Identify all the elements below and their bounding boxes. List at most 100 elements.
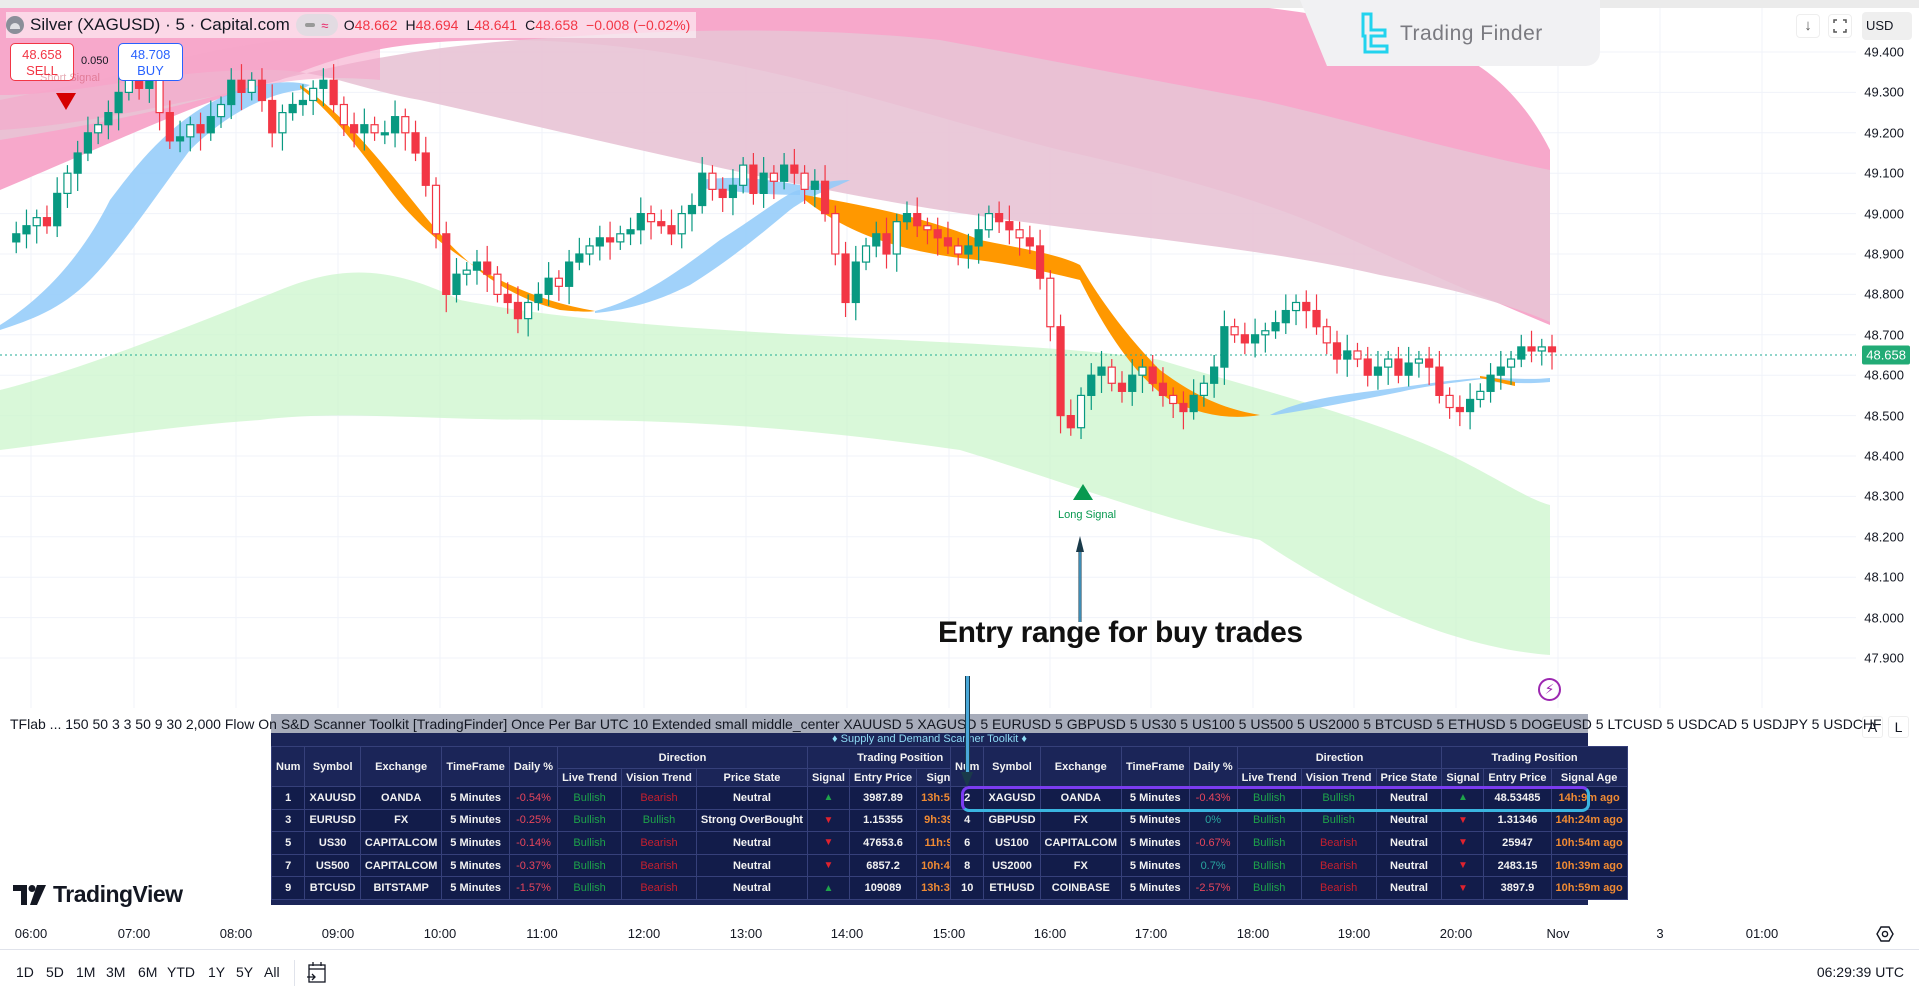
indicator-legend[interactable]: TFlab ... 150 50 3 3 50 9 30 2,000 Flow … xyxy=(10,716,1882,732)
range-button-6m[interactable]: 6M xyxy=(138,964,158,980)
cell-symbol: ETHUSD xyxy=(983,876,1041,900)
price-label: 48.700 xyxy=(1864,327,1904,343)
cell-vision: Bearish xyxy=(621,786,697,810)
cell-age: 10h:54m ago xyxy=(1550,831,1628,855)
cell-exchange: FX xyxy=(359,808,443,833)
cell-state: Neutral xyxy=(1375,786,1443,810)
cell-signal: ▼ xyxy=(1441,808,1485,833)
cell-vision: Bearish xyxy=(1300,876,1377,900)
range-button-1m[interactable]: 1M xyxy=(76,964,96,980)
cell-entry: 47653.6 xyxy=(848,831,918,855)
lightning-icon[interactable]: ⚡ xyxy=(1538,678,1561,701)
scanner-table-right: Num Symbol Exchange TimeFrame Daily % Di… xyxy=(949,746,1628,900)
cell-signal: ▼ xyxy=(806,831,850,855)
time-label: 16:00 xyxy=(1033,926,1067,941)
tradingview-logo[interactable]: TradingView xyxy=(13,881,183,908)
low-value: 48.641 xyxy=(474,17,518,33)
price-axis[interactable]: 49.400 49.300 49.200 49.100 49.000 48.900 48.8… xyxy=(1856,40,1919,738)
high-label: H xyxy=(405,17,416,33)
long-signal-label: Long Signal xyxy=(1058,509,1117,521)
open-value: 48.662 xyxy=(354,17,398,33)
cell-daily: -0.25% xyxy=(508,808,559,833)
indicator-toggle[interactable]: ≈ xyxy=(295,14,338,36)
range-button-5y[interactable]: 5Y xyxy=(236,964,254,980)
sell-price: 48.658 xyxy=(22,47,62,62)
table-row: 4 GBPUSD FX 5 Minutes 0% Bullish Bullish Neutra… xyxy=(949,808,1628,833)
annotation-arrow-line xyxy=(965,676,970,776)
current-price-badge: 48.658 xyxy=(1862,345,1910,365)
cell-symbol: US2000 xyxy=(983,853,1041,878)
cell-num: 9 xyxy=(270,876,306,900)
cell-daily: -1.57% xyxy=(508,876,559,900)
chart-canvas[interactable] xyxy=(0,8,1856,708)
cell-timeframe: 5 Minutes xyxy=(441,786,510,810)
cell-symbol: US30 xyxy=(304,831,361,855)
download-icon[interactable]: ↓ xyxy=(1796,14,1820,38)
col-exchange: Exchange xyxy=(1039,746,1123,787)
cell-timeframe: 5 Minutes xyxy=(441,853,510,878)
range-button-1d[interactable]: 1D xyxy=(16,964,34,980)
toolbar-separator xyxy=(294,960,295,986)
change-value: −0.008 (−0.02%) xyxy=(586,17,691,33)
currency-value: USD xyxy=(1866,18,1894,33)
price-label: 48.800 xyxy=(1864,286,1904,302)
trend-band-bull-3 xyxy=(1270,378,1490,415)
fullscreen-icon[interactable] xyxy=(1828,14,1852,38)
col-trading-position: Trading Position xyxy=(1441,746,1628,769)
cell-entry: 3897.9 xyxy=(1483,876,1552,900)
col-vision-trend: Vision Trend xyxy=(621,768,697,787)
price-label: 48.900 xyxy=(1864,246,1904,262)
col-daily: Daily % xyxy=(508,746,559,787)
cell-exchange: CAPITALCOM xyxy=(359,853,443,878)
cell-signal: ▲ xyxy=(806,786,850,810)
time-axis[interactable]: 06:00 07:00 08:00 09:00 10:00 11:00 12:00 13:00… xyxy=(0,908,1919,950)
time-label: 15:00 xyxy=(932,926,966,941)
trend-band-bull-2 xyxy=(595,180,850,313)
cell-live: Bullish xyxy=(557,786,623,810)
table-row: 7 US500 CAPITALCOM 5 Minutes -0.37% Bullish Be… xyxy=(270,853,994,878)
cell-timeframe: 5 Minutes xyxy=(1121,831,1190,855)
cell-num: 6 xyxy=(949,831,985,855)
time-label: 06:00 xyxy=(14,926,48,941)
range-button-5d[interactable]: 5D xyxy=(46,964,64,980)
time-label: 10:00 xyxy=(423,926,457,941)
calendar-goto-icon[interactable] xyxy=(306,961,328,985)
cell-num: 7 xyxy=(270,853,306,878)
range-button-3m[interactable]: 3M xyxy=(106,964,126,980)
range-button-1y[interactable]: 1Y xyxy=(208,964,226,980)
time-label: 12:00 xyxy=(627,926,661,941)
cell-entry: 1.15355 xyxy=(848,808,918,833)
range-button-ytd[interactable]: YTD xyxy=(167,964,195,980)
cell-symbol: GBPUSD xyxy=(983,808,1041,833)
table-row: 9 BTCUSD BITSTAMP 5 Minutes -1.57% Bullish Bea… xyxy=(270,876,994,900)
trading-finder-badge xyxy=(1300,0,1600,66)
log-scale-button[interactable]: L xyxy=(1888,716,1909,738)
settings-gear-icon[interactable] xyxy=(1876,925,1894,943)
high-value: 48.694 xyxy=(415,17,459,33)
sell-button[interactable]: 48.658 SELL xyxy=(10,43,74,81)
cell-symbol: EURUSD xyxy=(304,808,361,833)
cell-live: Bullish xyxy=(557,853,623,878)
annotation-text: Entry range for buy trades xyxy=(938,616,1303,649)
time-label: 11:00 xyxy=(526,926,558,941)
cell-signal: ▲ xyxy=(1441,786,1485,810)
symbol-legend[interactable]: Silver (XAGUSD) · 5 · Capital.com ≈ O48.… xyxy=(6,12,697,38)
auto-scale-button[interactable]: A xyxy=(1862,716,1883,738)
col-timeframe: TimeFrame xyxy=(1121,746,1190,787)
buy-button[interactable]: 48.708 BUY xyxy=(118,43,183,81)
time-label: 01:00 xyxy=(1745,926,1779,941)
cell-vision: Bearish xyxy=(621,853,697,878)
approx-icon: ≈ xyxy=(321,17,329,33)
range-button-all[interactable]: All xyxy=(264,964,280,980)
cell-entry: 2483.15 xyxy=(1483,853,1552,878)
clock-utc[interactable]: 06:29:39 UTC xyxy=(1816,964,1904,980)
buy-price: 48.708 xyxy=(130,47,171,62)
cell-exchange: CAPITALCOM xyxy=(1039,831,1123,855)
cell-age: 14h:24m ago xyxy=(1550,808,1628,833)
cell-state: Strong OverBought xyxy=(695,808,808,833)
cell-timeframe: 5 Minutes xyxy=(1121,876,1190,900)
cell-vision: Bullish xyxy=(1300,808,1377,833)
symbol-title[interactable]: Silver (XAGUSD) · 5 · Capital.com xyxy=(30,15,290,34)
currency-select[interactable]: USD ⌄ xyxy=(1862,12,1912,61)
time-label: 20:00 xyxy=(1439,926,1473,941)
